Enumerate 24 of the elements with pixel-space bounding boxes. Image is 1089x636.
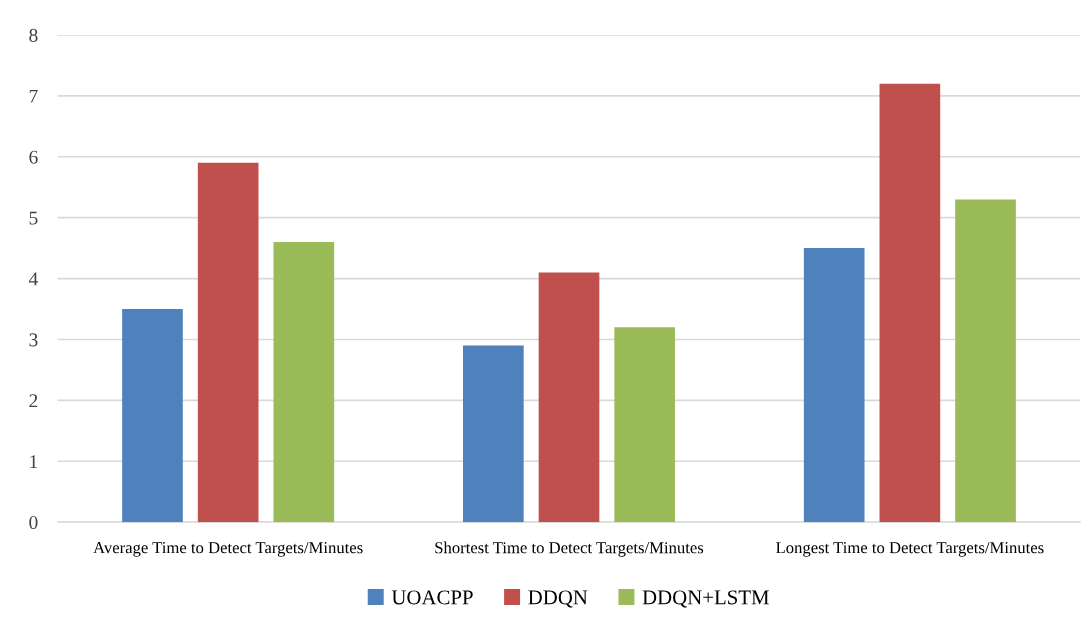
x-tick-label: Shortest Time to Detect Targets/Minutes [435,541,704,557]
bar [122,309,183,523]
x-tick-label: Average Time to Detect Targets/Minutes [93,542,363,557]
bar [197,162,259,523]
bar [273,242,335,523]
y-tick-label: 3 [29,333,38,347]
y-tick-label: 5 [29,211,38,225]
y-tick-label: 0 [29,515,38,530]
y-tick-label: 7 [29,89,38,103]
bar [538,272,600,523]
legend-label: DDQN [528,590,588,608]
bar [879,83,941,523]
legend-label: DDQN+LSTM [642,590,769,608]
y-tick-label: 6 [29,150,38,164]
bar [463,345,524,523]
legend-label: UOACPP [391,590,473,605]
y-tick-label: 4 [28,272,38,286]
x-tick-label: Longest Time to Detect Targets/Minutes [776,542,1044,557]
bar [955,199,1016,523]
y-tick-label: 1 [30,455,38,469]
bar [614,327,676,523]
y-tick-label: 2 [29,394,38,408]
y-tick-label: 8 [29,28,38,42]
bar [803,248,865,523]
